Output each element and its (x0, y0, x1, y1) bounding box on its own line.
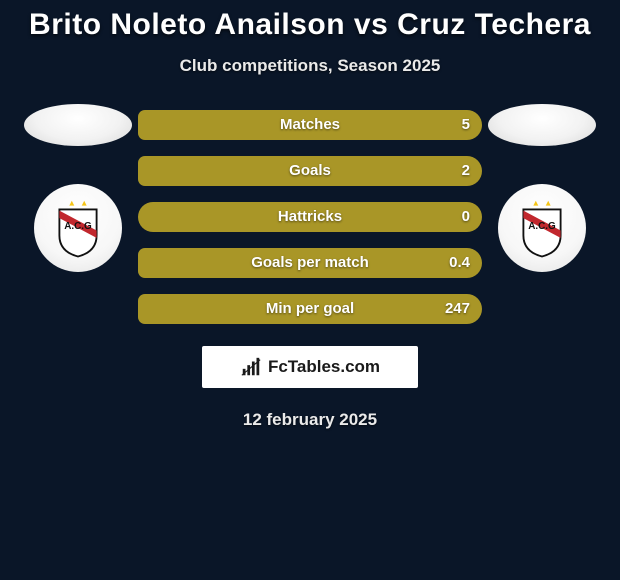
badge-initials: A.C.G (64, 221, 92, 232)
stat-bar: 5Matches (138, 110, 482, 140)
right-side: A.C.G (482, 106, 602, 272)
star-icon (546, 201, 551, 206)
stat-bar: 247Min per goal (138, 294, 482, 324)
subtitle: Club competitions, Season 2025 (0, 56, 620, 76)
badge-initials: A.C.G (528, 221, 556, 232)
star-icon (69, 201, 74, 206)
star-icon (533, 201, 538, 206)
stat-label: Min per goal (138, 294, 482, 324)
shield-icon: A.C.G (511, 197, 573, 259)
page-title: Brito Noleto Anailson vs Cruz Techera (0, 8, 620, 42)
bar-chart-icon (240, 356, 262, 378)
stat-label: Goals (138, 156, 482, 186)
shield-icon: A.C.G (47, 197, 109, 259)
club-badge-right: A.C.G (498, 184, 586, 272)
comparison-row: A.C.G 5Matches 2Goals 0Hattricks 0.4Goals p… (0, 106, 620, 324)
stat-bar: 0Hattricks (138, 202, 482, 232)
stat-bar: 0.4Goals per match (138, 248, 482, 278)
player-right-avatar (488, 104, 596, 146)
date-label: 12 february 2025 (0, 410, 620, 430)
branding-link[interactable]: FcTables.com (202, 346, 418, 388)
stats-list: 5Matches 2Goals 0Hattricks 0.4Goals per mat… (138, 106, 482, 324)
club-badge-left: A.C.G (34, 184, 122, 272)
stat-label: Matches (138, 110, 482, 140)
stat-label: Hattricks (138, 202, 482, 232)
left-side: A.C.G (18, 106, 138, 272)
stat-bar: 2Goals (138, 156, 482, 186)
stat-label: Goals per match (138, 248, 482, 278)
branding-text: FcTables.com (268, 357, 380, 377)
player-left-avatar (24, 104, 132, 146)
star-icon (82, 201, 87, 206)
